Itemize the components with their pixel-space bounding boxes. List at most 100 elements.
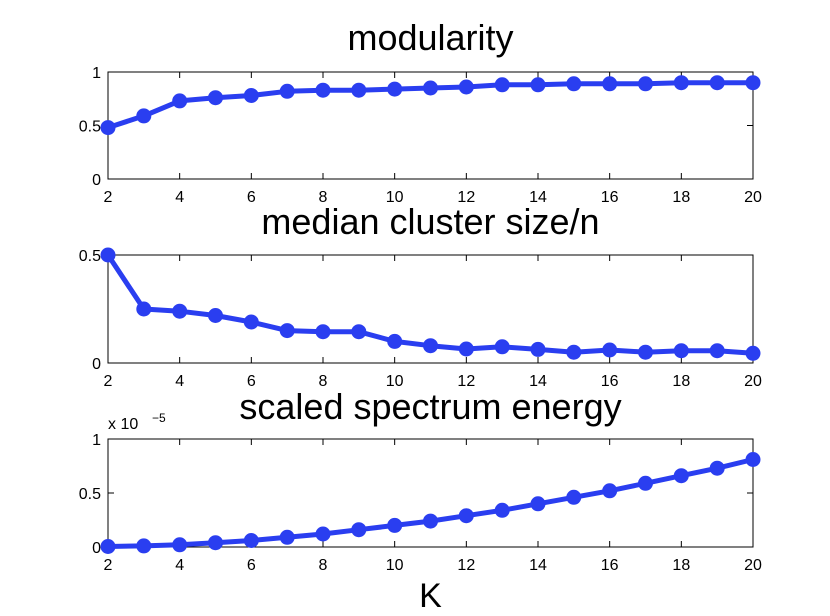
panel1-xtick-label: 12 xyxy=(457,189,475,206)
panel1-data-point xyxy=(745,75,761,91)
panel3-data-point xyxy=(387,517,403,533)
panel2-xtick-label: 20 xyxy=(744,373,762,390)
panel1-data-point xyxy=(208,90,223,106)
panel3-xtick-label: 16 xyxy=(601,557,619,574)
panel3-xtick-label: 20 xyxy=(744,557,762,574)
panel3-data-point xyxy=(315,526,331,542)
panel1-data-point xyxy=(423,80,438,96)
panel3-data-point xyxy=(208,535,223,551)
panel1-ytick-label: 0.5 xyxy=(79,119,101,136)
panel2-ytick-label: 0.5 xyxy=(79,248,101,265)
panel2-axes-box xyxy=(107,254,754,364)
panel3-data-point xyxy=(136,538,152,554)
panel1-xtick-label: 18 xyxy=(672,189,690,206)
panel2-data-point xyxy=(602,342,618,358)
panel3-data-point xyxy=(745,452,761,467)
panel1-xtick-label: 4 xyxy=(175,189,184,206)
panel3-data-point xyxy=(423,513,438,529)
panel1-data-point xyxy=(602,76,618,92)
panel2-data-point xyxy=(208,308,223,323)
panel2-data-point xyxy=(566,344,582,360)
panel2-data-point xyxy=(638,344,653,360)
panel2-xtick-label: 2 xyxy=(104,373,113,390)
panel3-data-point xyxy=(494,502,510,518)
panel3-data-point xyxy=(709,460,725,476)
panel3-ytick-label: 1 xyxy=(92,432,101,449)
panel2-data-point xyxy=(709,343,725,359)
panel3-data-point xyxy=(351,522,367,538)
panel1-data-point xyxy=(315,82,331,98)
panel3-xtick-label: 12 xyxy=(457,557,475,574)
panel1-data-point xyxy=(136,108,152,124)
panel3-xtick-label: 18 xyxy=(672,557,690,574)
panel2-data-point xyxy=(279,323,295,339)
panel3-y-multiplier: x 10 xyxy=(108,416,138,433)
panel3-xtick-label: 14 xyxy=(529,557,547,574)
panel2-data-point xyxy=(673,343,689,359)
panel3-xtick-label: 10 xyxy=(386,557,404,574)
panel1-title: modularity xyxy=(347,17,513,58)
panel1-data-point xyxy=(638,76,653,92)
panel1-xtick-label: 2 xyxy=(104,189,113,206)
panel3-title: scaled spectrum energy xyxy=(239,386,621,427)
panel1-data-point xyxy=(494,77,510,93)
panel1-xtick-label: 20 xyxy=(744,189,762,206)
panel2-data-point xyxy=(136,301,152,317)
panel1-xtick-label: 10 xyxy=(386,189,404,206)
panel3-xlabel: K xyxy=(419,577,442,615)
panel1-xtick-label: 14 xyxy=(529,189,547,206)
panel2-data-point xyxy=(100,247,116,263)
panel2-data-point xyxy=(530,341,546,357)
panel3-data-point xyxy=(638,475,653,491)
panel1-data-point xyxy=(279,83,295,99)
panel1-data-point xyxy=(100,120,116,136)
panel2-data-point xyxy=(745,345,761,361)
panel2-xtick-label: 12 xyxy=(457,373,475,390)
panel3-data-point xyxy=(566,489,582,505)
panel2-data-point xyxy=(315,324,331,340)
panel1-xtick-label: 8 xyxy=(319,189,328,206)
panel1-ytick-label: 1 xyxy=(92,65,101,82)
panel3-axes-box xyxy=(107,438,754,548)
panel2-data-point xyxy=(243,314,259,330)
panel2-data-point xyxy=(423,338,438,354)
panel1-data-point xyxy=(709,75,725,91)
panel3-data-point xyxy=(172,537,188,553)
panel1-data-point xyxy=(673,75,689,91)
panel1-ytick-label: 0 xyxy=(92,172,101,189)
panel3-ytick-label: 0 xyxy=(92,540,101,557)
panel2-data-point xyxy=(494,339,510,355)
panel1-xtick-label: 6 xyxy=(247,189,256,206)
panel3-xtick-label: 2 xyxy=(104,557,113,574)
panel2-data-point xyxy=(351,324,367,340)
panel2-data-point xyxy=(172,303,188,319)
panel2-ytick-label: 0 xyxy=(92,356,101,373)
panel3-xtick-label: 4 xyxy=(175,557,184,574)
panel3-data-point xyxy=(602,483,618,499)
panel2-data-point xyxy=(387,333,403,349)
panel2-xtick-label: 10 xyxy=(386,373,404,390)
panel1-data-point xyxy=(530,77,546,93)
panel3-xtick-label: 6 xyxy=(247,557,256,574)
panel1-xtick-label: 16 xyxy=(601,189,619,206)
panel1-data-point xyxy=(172,93,188,109)
panel2-data-point xyxy=(458,341,474,357)
panel2-xtick-label: 16 xyxy=(601,373,619,390)
panel3-data-point xyxy=(100,539,116,554)
panel2-xtick-label: 4 xyxy=(175,373,184,390)
panel3-data-point xyxy=(458,508,474,524)
panel3-ytick-label: 0.5 xyxy=(79,486,101,503)
panel3-y-multiplier-exponent: −5 xyxy=(152,411,166,425)
panel3-series-line xyxy=(105,457,756,549)
panel2-xtick-label: 18 xyxy=(672,373,690,390)
panel2-xtick-label: 6 xyxy=(247,373,256,390)
panel1-data-point xyxy=(351,82,367,98)
panel1-data-point xyxy=(387,81,403,97)
panel2-xtick-label: 8 xyxy=(319,373,328,390)
panel2-title: median cluster size/n xyxy=(261,201,599,242)
panel3-data-point xyxy=(673,468,689,484)
panel1-data-point xyxy=(458,79,474,95)
panel1-data-point xyxy=(243,88,259,103)
panel3-xtick-label: 8 xyxy=(319,557,328,574)
